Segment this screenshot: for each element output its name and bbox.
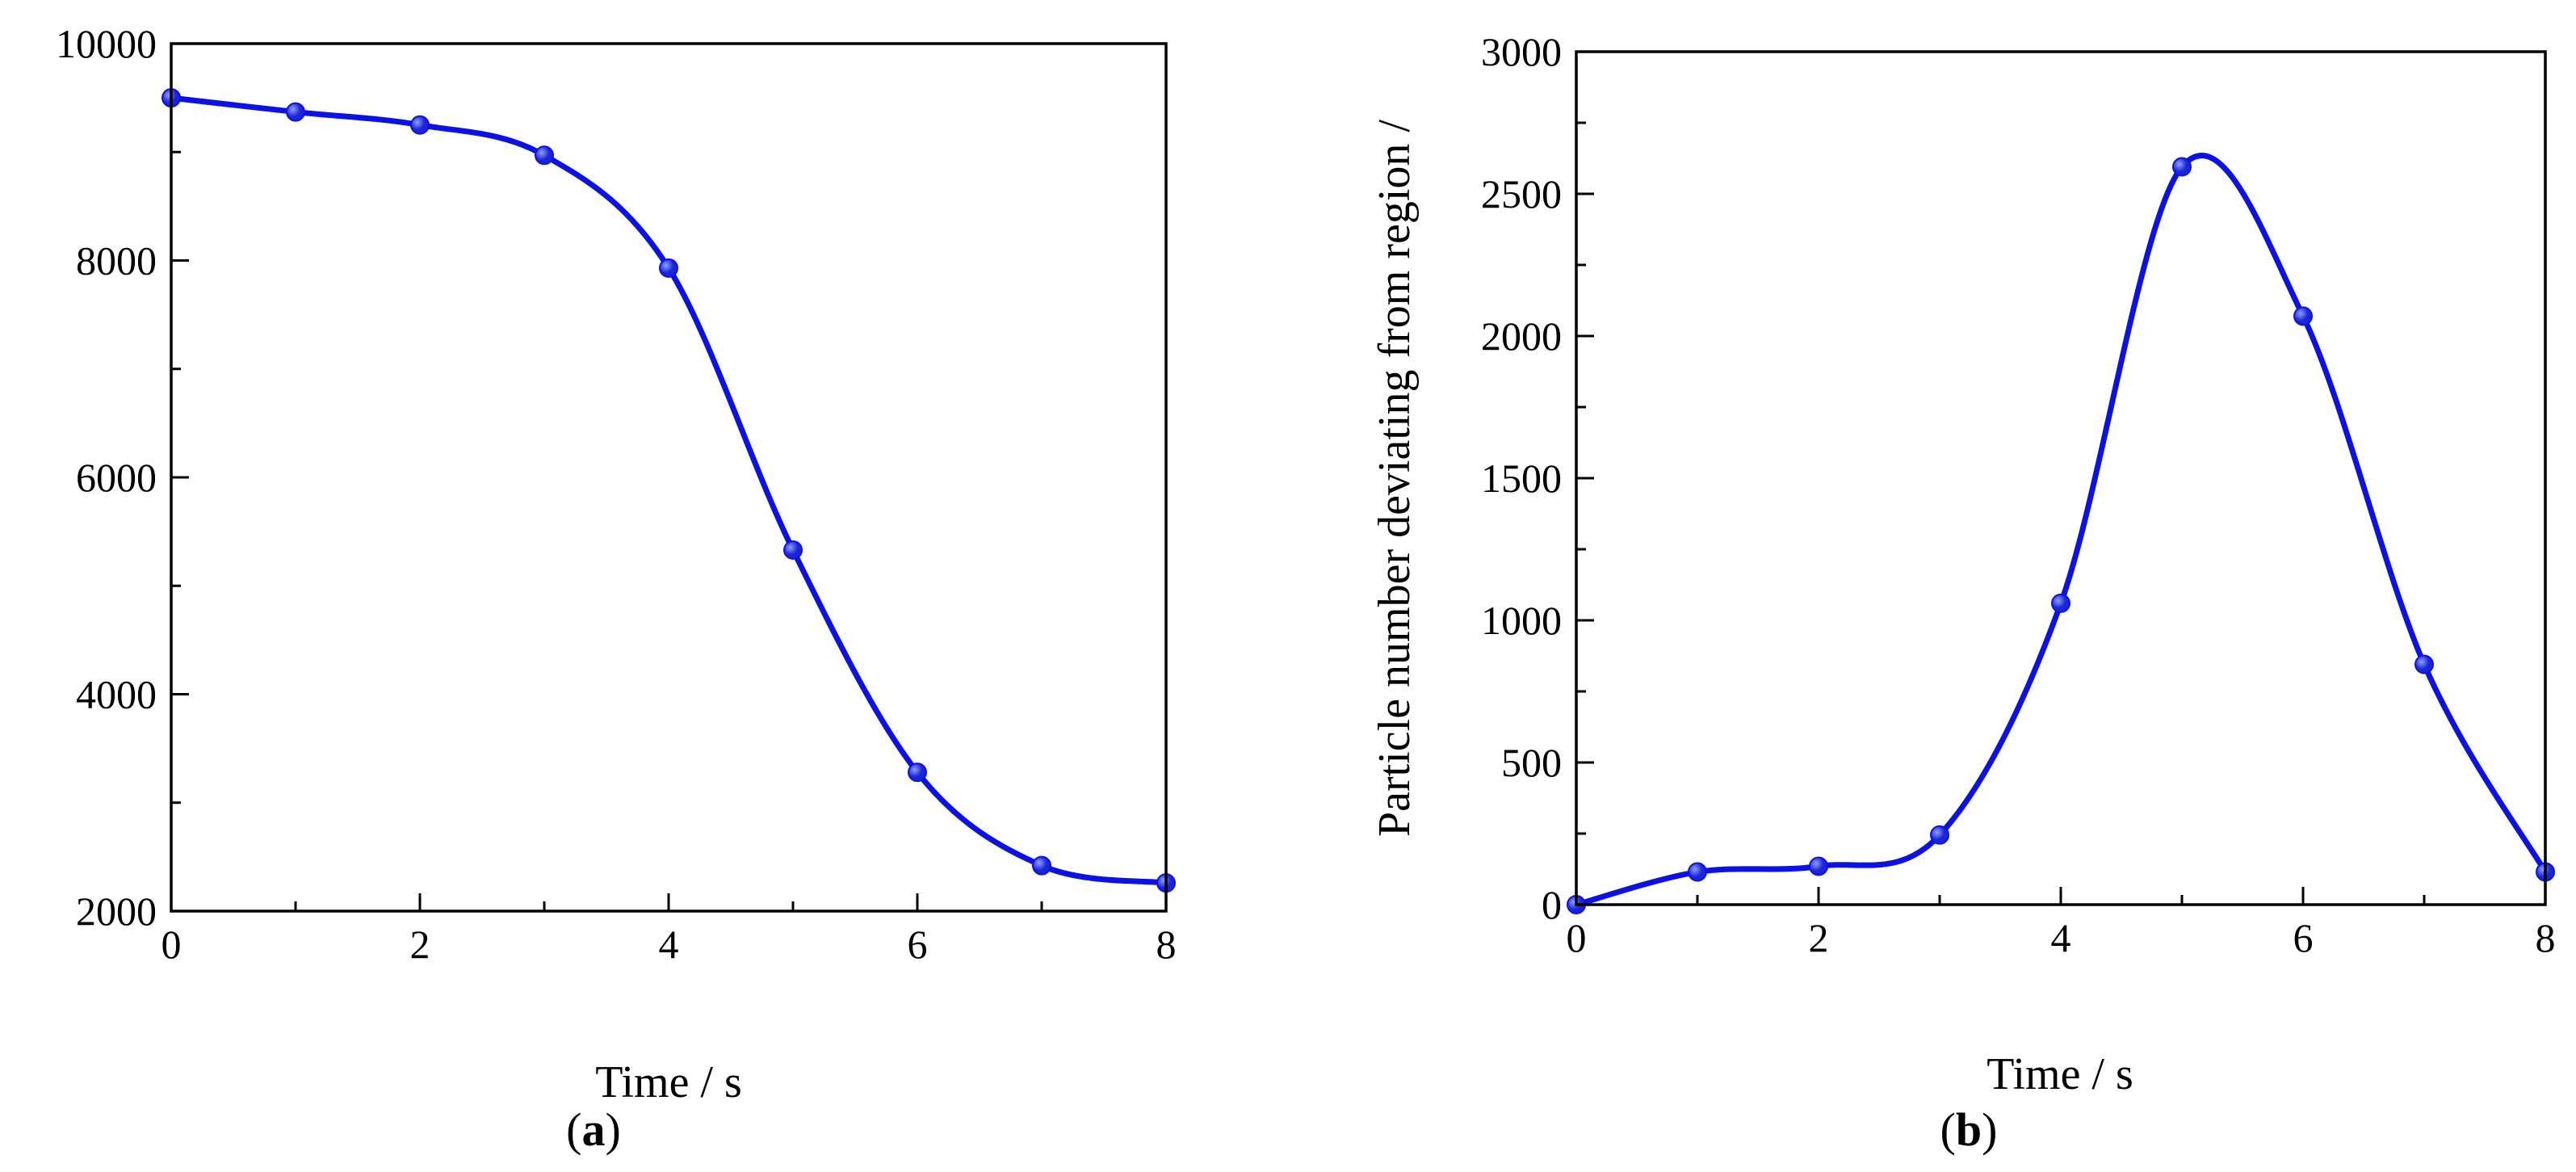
chart-a-series	[162, 88, 1176, 893]
x-tick-label: 6	[2293, 915, 2314, 960]
data-point	[1809, 856, 1828, 876]
y-tick-label: 1000	[1481, 598, 1562, 643]
x-tick-label: 2	[1809, 915, 1829, 960]
chart-b-plot-frame	[1575, 50, 2547, 906]
y-tick-label: 4000	[76, 672, 157, 717]
y-tick-label: 10000	[56, 21, 157, 66]
chart-a: 0 2 4 6 8 2000 4000 6000 8000 10000 Time / s (a)	[56, 21, 1177, 1156]
data-point	[783, 540, 803, 560]
chart-b-tick-labels: 0 2 4 6 8 0 500 1000 1500 2000 2500 3000	[1481, 29, 2556, 960]
chart-b-series	[1567, 153, 2555, 914]
chart-a-x-axis-title: Time / s	[595, 1057, 742, 1107]
x-tick-label: 2	[410, 922, 430, 967]
x-tick-label: 4	[2051, 915, 2071, 960]
data-point	[1032, 855, 1051, 876]
chart-b-x-axis-title: Time / s	[1987, 1049, 2133, 1099]
y-tick-label: 0	[1542, 882, 1562, 927]
data-point	[908, 762, 927, 783]
y-tick-label: 2000	[1481, 313, 1562, 359]
x-tick-label: 0	[162, 922, 182, 967]
data-point	[2414, 654, 2434, 674]
chart-a-ticks	[170, 42, 1168, 913]
chart-b: 0 2 4 6 8 0 500 1000 1500 2000 2500 3000 Particle n…	[1370, 29, 2556, 1156]
x-tick-label: 0	[1567, 915, 1587, 960]
series-line	[168, 95, 1169, 886]
data-point	[1688, 862, 1707, 882]
chart-b-ticks	[1575, 50, 2547, 906]
x-tick-label: 8	[2536, 915, 2556, 960]
x-tick-label: 4	[659, 922, 679, 967]
y-tick-label: 1500	[1481, 456, 1562, 501]
data-point	[659, 258, 678, 278]
y-tick-label: 2000	[76, 888, 157, 934]
panel-label-b: (b)	[1940, 1103, 1998, 1156]
series-line	[1573, 153, 2549, 908]
data-point	[2051, 593, 2070, 613]
y-tick-label: 500	[1501, 740, 1562, 785]
data-point	[286, 102, 305, 122]
data-point	[2293, 306, 2313, 326]
x-tick-label: 6	[908, 922, 928, 967]
x-tick-label: 8	[1156, 922, 1177, 967]
y-tick-label: 2500	[1481, 171, 1562, 216]
data-point	[2172, 157, 2192, 177]
y-tick-label: 3000	[1481, 29, 1562, 74]
data-point	[1930, 825, 1949, 845]
y-tick-label: 6000	[76, 455, 157, 500]
chart-a-plot-frame	[170, 42, 1168, 913]
chart-b-y-axis-title: Particle number deviating from region /	[1370, 120, 1420, 837]
y-tick-label: 8000	[76, 238, 157, 284]
data-point	[410, 115, 430, 135]
data-point	[535, 145, 554, 166]
chart-a-tick-labels: 0 2 4 6 8 2000 4000 6000 8000 10000	[56, 21, 1177, 967]
panel-label-a: (a)	[566, 1103, 621, 1156]
